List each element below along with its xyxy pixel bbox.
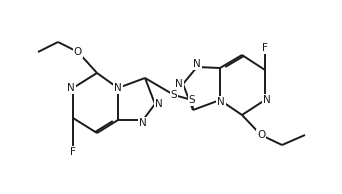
- Text: F: F: [262, 43, 268, 53]
- Text: O: O: [257, 130, 265, 140]
- Text: O: O: [74, 47, 82, 57]
- Text: S: S: [171, 90, 177, 100]
- Text: N: N: [67, 83, 75, 93]
- Text: N: N: [114, 83, 122, 93]
- Text: N: N: [139, 118, 147, 128]
- Text: N: N: [263, 95, 271, 105]
- Text: S: S: [189, 95, 195, 105]
- Text: N: N: [175, 79, 183, 89]
- Text: N: N: [193, 59, 201, 69]
- Text: N: N: [155, 99, 163, 109]
- Text: F: F: [70, 147, 76, 157]
- Text: N: N: [217, 97, 225, 107]
